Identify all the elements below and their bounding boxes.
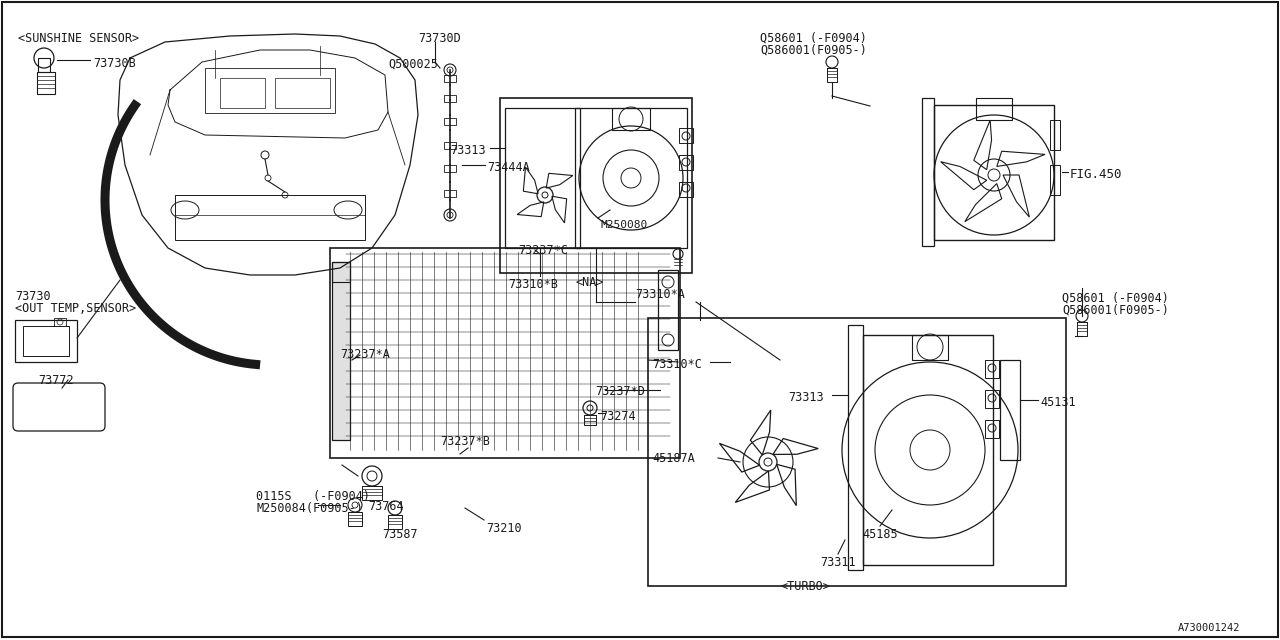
Text: 73311: 73311 [820, 556, 855, 569]
Text: 73310*C: 73310*C [652, 358, 701, 371]
Bar [205, 68, 335, 113]
Text: <SUNSHINE SENSOR>: <SUNSHINE SENSOR> [18, 32, 140, 45]
Text: <OUT TEMP,SENSOR>: <OUT TEMP,SENSOR> [15, 302, 136, 315]
Text: 73313: 73313 [788, 391, 823, 404]
Text: Q586001(F0905-): Q586001(F0905-) [1062, 304, 1169, 317]
Bar [506, 108, 580, 248]
Bar [444, 165, 456, 172]
Bar [934, 105, 1053, 240]
Bar [23, 326, 69, 356]
Text: M250080: M250080 [600, 220, 648, 230]
Bar [500, 98, 692, 273]
Text: 0115S   (-F0904): 0115S (-F0904) [256, 490, 370, 503]
Bar [444, 118, 456, 125]
Bar [330, 248, 680, 458]
Bar [444, 142, 456, 149]
Bar [678, 128, 692, 143]
Bar [827, 68, 837, 82]
Bar [575, 108, 687, 248]
Text: <NA>: <NA> [576, 276, 604, 289]
Bar [1050, 120, 1060, 150]
Text: 73310*A: 73310*A [635, 288, 685, 301]
Bar [678, 182, 692, 197]
Bar [986, 390, 998, 408]
Bar [977, 98, 1012, 120]
Bar [38, 58, 50, 72]
Text: M250084(F0905-): M250084(F0905-) [256, 502, 362, 515]
Bar [986, 420, 998, 438]
Text: 73730B: 73730B [93, 57, 136, 70]
Text: 73237*C: 73237*C [518, 244, 568, 257]
Bar [275, 78, 330, 108]
Bar [584, 415, 596, 425]
Bar [444, 190, 456, 197]
Text: 73587: 73587 [381, 528, 417, 541]
Text: A730001242: A730001242 [1178, 623, 1240, 633]
Bar [849, 325, 863, 570]
Bar [913, 335, 948, 360]
Text: 73730: 73730 [15, 290, 51, 303]
Text: 73772: 73772 [38, 374, 74, 387]
Bar [1000, 360, 1020, 460]
Bar [332, 262, 349, 440]
Bar [175, 195, 365, 240]
Text: 45187A: 45187A [652, 452, 695, 465]
Bar [37, 72, 55, 94]
Text: 73237*D: 73237*D [595, 385, 645, 398]
Text: Q586001(F0905-): Q586001(F0905-) [760, 44, 867, 57]
Text: 73274: 73274 [600, 410, 636, 423]
Text: 45185: 45185 [861, 528, 897, 541]
Bar [612, 108, 650, 130]
Text: 73210: 73210 [486, 522, 522, 535]
Text: 73313: 73313 [451, 144, 485, 157]
Text: 73237*B: 73237*B [440, 435, 490, 448]
Text: 45131: 45131 [1039, 396, 1075, 409]
Text: 73730D: 73730D [419, 32, 461, 45]
Text: 73310*B: 73310*B [508, 278, 558, 291]
Bar [220, 78, 265, 108]
Bar [444, 75, 456, 82]
Bar [678, 155, 692, 170]
Bar [1076, 322, 1087, 336]
Bar [986, 360, 998, 378]
Text: Q500025: Q500025 [388, 58, 438, 71]
Bar [348, 512, 362, 526]
Text: Q58601 (-F0904): Q58601 (-F0904) [1062, 292, 1169, 305]
Bar [1050, 165, 1060, 195]
Text: FIG.450: FIG.450 [1070, 168, 1123, 181]
Bar [648, 318, 1066, 586]
Text: 73764: 73764 [369, 500, 403, 513]
Text: 73237*A: 73237*A [340, 348, 390, 361]
Bar [332, 262, 349, 282]
Bar [388, 515, 402, 529]
Bar [863, 335, 993, 565]
Text: Q58601 (-F0904): Q58601 (-F0904) [760, 32, 867, 45]
Bar [362, 486, 381, 500]
Bar [54, 318, 67, 326]
Bar [444, 95, 456, 102]
Bar [658, 270, 678, 350]
Text: <TURBO>: <TURBO> [780, 580, 829, 593]
Text: 73444A: 73444A [486, 161, 530, 174]
Bar [15, 320, 77, 362]
Bar [922, 98, 934, 246]
